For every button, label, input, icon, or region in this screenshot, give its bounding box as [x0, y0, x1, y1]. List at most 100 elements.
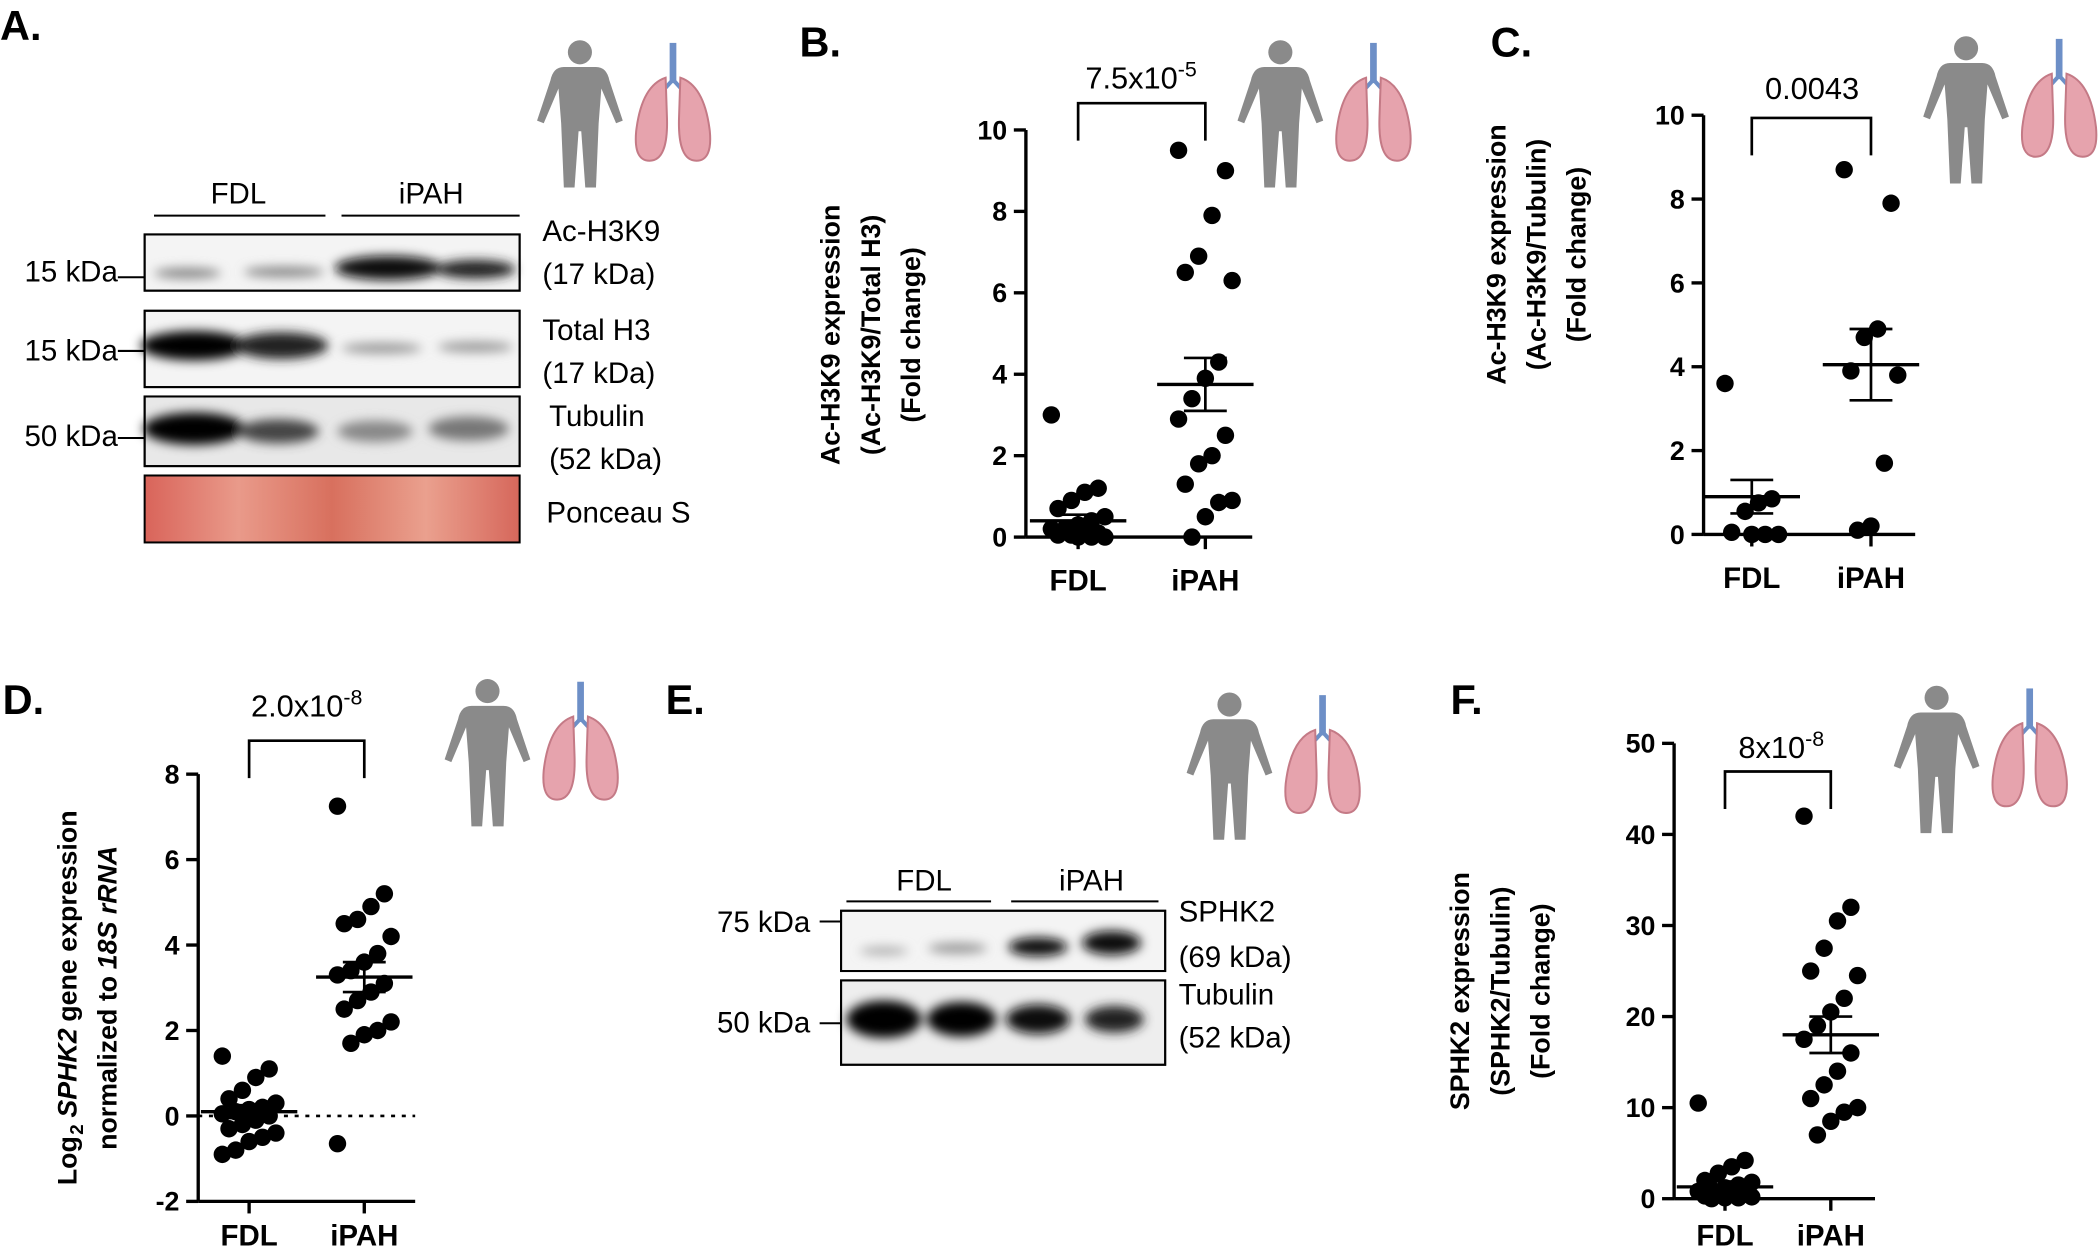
icon: [445, 679, 618, 826]
data-point: [213, 1047, 232, 1065]
y-tick-label: 2: [992, 441, 1007, 471]
data-point: [342, 1034, 360, 1053]
ladder-label: 15 kDa: [25, 255, 119, 288]
data-point: [1835, 1103, 1853, 1121]
blot-e: E. FDL iPAH 75 kDa 50 kDa SPHK2 (69 kDa)…: [666, 676, 1292, 1066]
y-tick-label: 20: [1626, 1002, 1656, 1032]
data-point: [342, 961, 360, 980]
band-label: Ac-H3K9: [542, 215, 660, 248]
icon: [537, 40, 710, 187]
significance-bracket: [1723, 770, 1833, 809]
band-label: SPHK2: [1179, 895, 1276, 928]
y-tick-label: 0: [1670, 520, 1685, 550]
panel-letter: E.: [666, 676, 705, 723]
x-tick-label: FDL: [1696, 1220, 1753, 1253]
icon: [1187, 692, 1360, 839]
data-point: [240, 1132, 258, 1151]
data-point: [233, 1115, 252, 1134]
error-bar: [1183, 356, 1227, 413]
error-bar: [227, 1103, 271, 1120]
p-value-text: 8x10: [1738, 730, 1805, 765]
data-point: [1875, 454, 1894, 472]
y-axis-label: Ac-H3K9 expression: [816, 205, 846, 465]
panel-letter: F.: [1450, 676, 1482, 723]
data-point: [375, 885, 394, 903]
data-point: [1203, 446, 1221, 465]
y-axis-label-part: gene expression: [52, 810, 82, 1021]
band-label: (69 kDa): [1179, 941, 1292, 974]
data-point: [267, 1124, 285, 1142]
y-tick-label: 8: [165, 760, 180, 790]
y-axis-label-part: 18S rRNA: [93, 846, 123, 969]
data-point: [1835, 989, 1853, 1008]
band-label: Tubulin: [1179, 979, 1275, 1012]
y-tick-label: 6: [1670, 268, 1685, 298]
ladder-label: 15 kDa: [25, 334, 119, 367]
data-point: [220, 1120, 238, 1138]
y-tick-label: 6: [165, 845, 180, 875]
p-value-exponent: -8: [343, 686, 362, 710]
data-point: [1689, 1094, 1707, 1112]
data-point: [1802, 962, 1820, 980]
data-point: [1709, 1164, 1728, 1182]
y-tick-label: 0: [992, 522, 1007, 552]
y-axis-label: normalized to 18S rRNA: [93, 846, 123, 1150]
y-tick-label: 10: [977, 115, 1007, 145]
data-point: [1815, 939, 1833, 957]
p-value: 2.0x10-8: [251, 686, 363, 724]
y-tick-label: 10: [1655, 101, 1685, 131]
significance-bracket: [1750, 116, 1873, 156]
data-point: [348, 991, 367, 1010]
p-value: 7.5x10-5: [1085, 57, 1197, 95]
data-point: [1795, 807, 1813, 825]
panel-letter: A.: [0, 2, 42, 49]
p-value-exponent: -8: [1805, 727, 1824, 751]
error-bar: [1849, 327, 1893, 402]
data-point: [1176, 475, 1194, 493]
icon: [1894, 686, 2067, 833]
data-point: [1223, 271, 1241, 290]
p-value: 0.0043: [1765, 71, 1859, 106]
data-point: [1736, 502, 1754, 521]
data-point: [328, 1135, 347, 1153]
data-point: [1189, 455, 1208, 473]
data-point: [213, 1105, 232, 1123]
y-tick-label: 0: [165, 1101, 180, 1131]
data-point: [1802, 1089, 1820, 1108]
group-label: iPAH: [399, 178, 464, 211]
data-point: [227, 1141, 245, 1159]
data-point: [1848, 521, 1867, 539]
data-point: [253, 1128, 272, 1147]
data-point: [1183, 389, 1201, 408]
data-point: [1862, 517, 1880, 535]
y-axis-label: (Ac-H3K9/Total H3): [856, 215, 886, 455]
data-point: [220, 1090, 238, 1108]
y-tick-label: 30: [1626, 911, 1656, 941]
error-bar: [1809, 1015, 1853, 1055]
y-axis-label: (Fold change): [1562, 167, 1592, 342]
data-point: [247, 1111, 265, 1129]
group-label: FDL: [896, 865, 952, 898]
band-label: Tubulin: [549, 400, 645, 433]
panel-letter: D.: [3, 676, 45, 723]
bands: [154, 255, 516, 280]
data-point: [1702, 1190, 1721, 1208]
significance-bracket: [1076, 101, 1207, 141]
ladder-tick: [117, 276, 145, 439]
band-label: (52 kDa): [549, 443, 662, 476]
data-point: [1848, 1098, 1867, 1117]
data-point: [1049, 526, 1067, 544]
y-tick-label: 6: [992, 278, 1007, 308]
data-point: [335, 914, 353, 933]
data-point: [1096, 528, 1114, 546]
ladder-label: 50 kDa: [717, 1007, 811, 1040]
data-point: [1822, 1112, 1840, 1130]
significance-bracket: [247, 739, 366, 779]
data-point: [1169, 410, 1188, 428]
y-tick-label: 4: [992, 360, 1007, 390]
data-point: [1749, 494, 1768, 512]
y-axis-label-part: normalized to: [93, 976, 123, 1150]
error-bar: [1730, 478, 1774, 515]
